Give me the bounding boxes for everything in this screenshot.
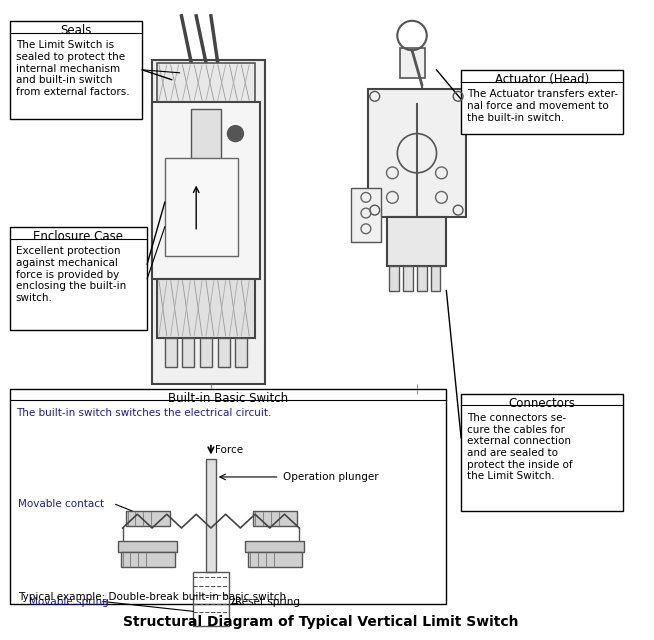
Bar bbox=[120, 552, 175, 567]
Bar bbox=[389, 266, 399, 291]
Bar bbox=[165, 158, 238, 256]
Bar bbox=[430, 266, 440, 291]
Text: Built-in Basic Switch: Built-in Basic Switch bbox=[168, 392, 288, 405]
Text: The Actuator transfers exter-
nal force and movement to
the built-in switch.: The Actuator transfers exter- nal force … bbox=[467, 90, 618, 123]
Bar bbox=[461, 394, 623, 511]
Bar bbox=[118, 541, 177, 552]
Bar bbox=[191, 109, 220, 168]
Bar bbox=[235, 338, 247, 367]
Text: Typical example: Double-break built-in basic switch: Typical example: Double-break built-in b… bbox=[18, 591, 286, 602]
Bar bbox=[10, 20, 142, 119]
Text: The Limit Switch is
sealed to protect the
internal mechanism
and built-in switch: The Limit Switch is sealed to protect th… bbox=[16, 40, 129, 97]
Bar bbox=[165, 338, 177, 367]
Bar bbox=[200, 338, 212, 367]
Bar bbox=[461, 70, 623, 134]
Text: Reset spring: Reset spring bbox=[235, 596, 300, 607]
Bar bbox=[190, 63, 197, 97]
Bar bbox=[175, 63, 181, 97]
Bar bbox=[152, 60, 265, 384]
Bar bbox=[400, 48, 424, 77]
Bar bbox=[387, 217, 446, 266]
Bar bbox=[157, 63, 255, 102]
Bar bbox=[159, 63, 165, 97]
Bar bbox=[368, 90, 466, 217]
Bar bbox=[10, 388, 446, 605]
Bar bbox=[157, 279, 255, 338]
Bar bbox=[193, 572, 228, 626]
Text: Enclosure Case: Enclosure Case bbox=[33, 230, 124, 243]
Text: Movable spring: Movable spring bbox=[29, 596, 109, 607]
Bar bbox=[248, 552, 302, 567]
Bar bbox=[182, 338, 194, 367]
Bar bbox=[218, 338, 230, 367]
Bar bbox=[403, 266, 413, 291]
Text: Force: Force bbox=[215, 445, 243, 456]
Text: Excellent protection
against mechanical
force is provided by
enclosing the built: Excellent protection against mechanical … bbox=[16, 246, 126, 303]
Bar bbox=[152, 102, 260, 279]
Text: The connectors se-
cure the cables for
external connection
and are sealed to
pro: The connectors se- cure the cables for e… bbox=[467, 413, 573, 481]
Bar bbox=[167, 63, 173, 97]
Bar bbox=[206, 460, 216, 572]
Text: Seals: Seals bbox=[60, 24, 92, 37]
Bar bbox=[253, 511, 297, 526]
Text: The built-in switch switches the electrical circuit.: The built-in switch switches the electri… bbox=[16, 408, 271, 419]
Text: Connectors: Connectors bbox=[509, 397, 576, 410]
Bar bbox=[245, 541, 304, 552]
Text: Operation plunger: Operation plunger bbox=[283, 472, 378, 482]
Bar bbox=[417, 266, 426, 291]
Bar bbox=[182, 63, 189, 97]
Text: Movable contact: Movable contact bbox=[18, 499, 104, 509]
Bar bbox=[10, 227, 147, 330]
Circle shape bbox=[228, 126, 243, 141]
Text: Actuator (Head): Actuator (Head) bbox=[495, 73, 589, 86]
Bar bbox=[126, 511, 169, 526]
Text: Structural Diagram of Typical Vertical Limit Switch: Structural Diagram of Typical Vertical L… bbox=[123, 615, 519, 629]
Bar bbox=[351, 188, 381, 241]
